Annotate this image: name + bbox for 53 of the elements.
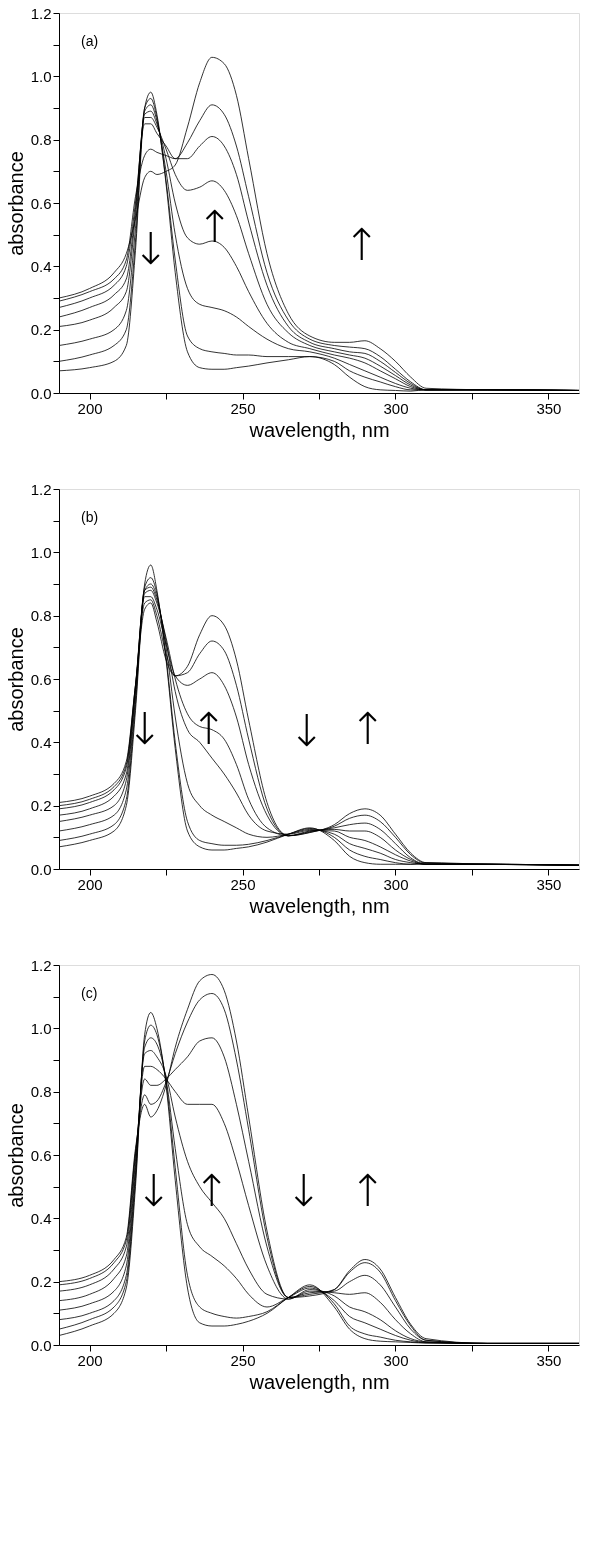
annotation: ↓: [285, 1165, 323, 1216]
y-tick-label: 0.4: [30, 257, 52, 275]
annotation: ↓: [126, 703, 164, 754]
y-tick-label: 1.0: [30, 67, 52, 85]
x-tick-label: 200: [77, 399, 103, 417]
y-tick-label: 1.2: [30, 4, 52, 22]
y-tick-label: 1.2: [30, 956, 52, 974]
x-axis-title: wavelength, nm: [248, 894, 390, 917]
annotation: ↑: [349, 703, 387, 754]
y-tick-label: 0.8: [30, 1083, 52, 1101]
y-tick-label: 0.6: [30, 194, 52, 212]
y-axis-title: absorbance: [4, 627, 27, 732]
y-tick-label: 0.6: [30, 670, 52, 688]
x-tick-label: 250: [230, 1351, 256, 1369]
x-tick-label: 300: [383, 875, 409, 893]
x-tick-label: 350: [536, 399, 562, 417]
y-tick-label: 0.0: [30, 860, 52, 878]
annotation: ↑: [349, 1165, 387, 1216]
annotation: ↓: [288, 705, 326, 756]
x-tick-label: 250: [230, 399, 256, 417]
annotation: ↑: [343, 219, 381, 270]
x-tick-label: 300: [383, 399, 409, 417]
y-tick-label: 1.2: [30, 480, 52, 498]
text: (c): [81, 985, 98, 1001]
text: (b): [81, 509, 99, 525]
x-tick-label: 300: [383, 1351, 409, 1369]
y-tick-label: 1.0: [30, 1019, 52, 1037]
y-tick-label: 0.8: [30, 607, 52, 625]
annotation: ↓: [135, 1165, 173, 1216]
x-tick-label: 350: [536, 1351, 562, 1369]
y-tick-label: 0.2: [30, 321, 52, 339]
text: (a): [81, 33, 99, 49]
y-axis-title: absorbance: [4, 151, 27, 256]
x-axis-title: wavelength, nm: [248, 418, 390, 441]
y-tick-label: 0.0: [30, 384, 52, 402]
annotation: ↑: [196, 201, 234, 252]
x-tick-label: 200: [77, 1351, 103, 1369]
x-tick-label: 350: [536, 875, 562, 893]
y-tick-label: 0.0: [30, 1336, 52, 1354]
annotation: ↑: [190, 703, 228, 754]
y-tick-label: 0.4: [30, 733, 52, 751]
y-tick-label: 0.8: [30, 131, 52, 149]
y-axis-title: absorbance: [4, 1103, 27, 1208]
y-tick-label: 0.2: [30, 797, 52, 815]
x-tick-label: 250: [230, 875, 256, 893]
x-tick-label: 200: [77, 875, 103, 893]
annotation: ↑: [193, 1165, 231, 1216]
y-tick-label: 0.2: [30, 1273, 52, 1291]
annotation: ↓: [132, 223, 170, 274]
y-tick-label: 1.0: [30, 543, 52, 561]
x-axis-title: wavelength, nm: [248, 1370, 390, 1393]
y-tick-label: 0.6: [30, 1146, 52, 1164]
y-tick-label: 0.4: [30, 1209, 52, 1227]
